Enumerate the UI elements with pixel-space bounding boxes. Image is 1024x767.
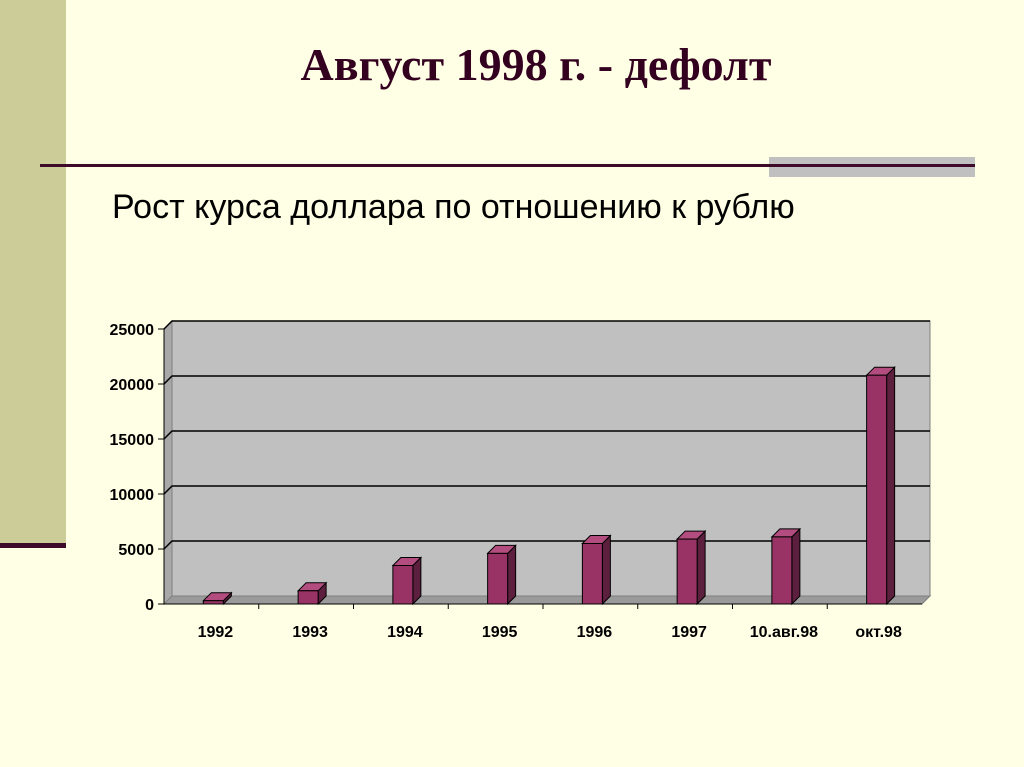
- bar-1995: [487, 552, 509, 605]
- x-tick-label: 1996: [577, 624, 613, 641]
- gridline: [163, 320, 930, 330]
- bar-side: [507, 544, 517, 606]
- y-tick-label: 0: [145, 597, 154, 614]
- y-tick-label: 10000: [110, 487, 155, 504]
- y-tick-label: 25000: [110, 322, 155, 339]
- gridline: [163, 485, 930, 495]
- x-tick-label: 1993: [292, 624, 328, 641]
- y-tick-label: 20000: [110, 377, 155, 394]
- title-underline: [40, 164, 975, 167]
- bar-1997: [676, 538, 698, 605]
- plot-area-back-wall: [171, 320, 931, 597]
- plot-area-side-wall: [163, 319, 173, 606]
- title-underline-accent: [769, 157, 975, 177]
- x-tick-label: 10.авг.98: [750, 624, 818, 641]
- bar-1996: [581, 543, 603, 605]
- plot-area-floor: [162, 595, 932, 605]
- y-tick-label: 5000: [118, 542, 154, 559]
- bar-1992: [202, 600, 224, 605]
- slide-subtitle: Рост курса доллара по отношению к рублю: [112, 188, 795, 226]
- bar-side: [886, 365, 896, 606]
- y-tick-label: 15000: [110, 432, 155, 449]
- x-tick-label: 1997: [671, 624, 707, 641]
- x-tick-label: 1994: [387, 624, 423, 641]
- bar-1993: [297, 590, 319, 605]
- left-decorative-band: [0, 0, 66, 548]
- slide-title: Август 1998 г. - дефолт: [300, 39, 772, 90]
- x-tick-label: окт.98: [855, 624, 902, 641]
- bar-side: [791, 527, 801, 606]
- gridline: [163, 375, 930, 385]
- left-decorative-rule: [0, 543, 66, 548]
- bar-side: [601, 534, 611, 606]
- x-tick-label: 1992: [198, 624, 234, 641]
- bar-1994: [392, 565, 414, 605]
- gridline: [163, 430, 930, 440]
- bar-10.авг.98: [771, 536, 793, 605]
- bar-side: [696, 529, 706, 606]
- bar-окт.98: [866, 374, 888, 605]
- x-tick-label: 1995: [482, 624, 518, 641]
